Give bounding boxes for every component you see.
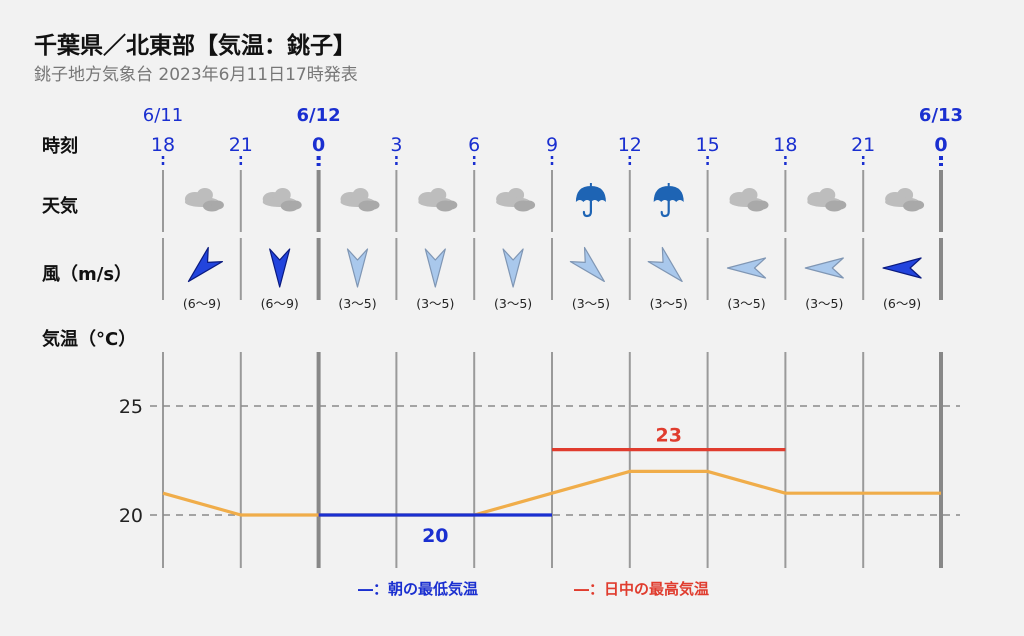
wind-speed-label: (3〜5) <box>727 296 765 311</box>
cloud-icon <box>262 188 302 212</box>
y-tick-label: 20 <box>119 505 143 527</box>
hour-label: 18 <box>151 134 175 156</box>
wind-arrow-shape <box>424 248 446 288</box>
cloud-puff <box>445 200 458 210</box>
hour-label: 18 <box>773 134 797 156</box>
cloud-puff <box>367 200 380 210</box>
cloud-puff <box>912 200 925 210</box>
umbrella-handle <box>660 199 670 218</box>
row-label-wind: 風（m/s） <box>42 264 132 285</box>
hour-label: 0 <box>934 134 947 156</box>
wind-arrow-icon <box>804 257 844 279</box>
wind-arrow-shape <box>346 248 369 288</box>
wind-arrow-shape <box>269 248 291 288</box>
grid-lines <box>150 405 960 516</box>
temperature-series <box>162 469 941 517</box>
legend: ―：朝の最低気温 ―：日中の最高気温 <box>358 580 709 598</box>
wind-speed-label: (3〜5) <box>650 296 688 311</box>
wind-arrow-icon <box>424 248 446 288</box>
hour-label: 6 <box>468 134 480 156</box>
wind-arrow-shape <box>569 246 605 283</box>
umbrella-canopy <box>653 186 684 202</box>
min-max-lines: 2023 <box>318 425 786 547</box>
hour-labels: 18 21 0 3 6 9 12 15 18 21 0 <box>151 134 948 166</box>
legend-max-label: ―：日中の最高気温 <box>574 580 709 598</box>
page-title: 千葉県／北東部【気温：銚子】 <box>34 33 356 59</box>
cloud-puff <box>523 200 536 210</box>
hour-label: 0 <box>312 134 325 156</box>
wind-speed-label: (6〜9) <box>183 296 221 311</box>
date-label: 6/13 <box>919 105 963 126</box>
temperature-line <box>162 469 941 517</box>
cloud-puff <box>211 200 224 210</box>
y-tick-label: 25 <box>119 396 143 418</box>
cloud-icon <box>340 188 380 212</box>
wind-arrow-icon <box>269 248 291 288</box>
cloud-puff <box>834 200 847 210</box>
hour-label: 21 <box>851 134 875 156</box>
wind-arrow-icon <box>647 246 683 283</box>
umbrella-icon <box>575 183 606 218</box>
max-temp-label: 23 <box>655 425 681 447</box>
wind-speed-label: (3〜5) <box>338 296 376 311</box>
wind-arrow-icon <box>502 248 524 288</box>
cloud-puff <box>289 200 302 210</box>
wind-arrow-shape <box>502 248 524 288</box>
wind-speed-label: (3〜5) <box>494 296 532 311</box>
wind-speed-label: (6〜9) <box>883 296 921 311</box>
weather-icons <box>184 183 925 218</box>
date-label: 6/11 <box>143 105 183 126</box>
min-temp-label: 20 <box>422 525 448 547</box>
cloud-icon <box>184 188 224 212</box>
wind-arrow-shape <box>187 246 224 283</box>
wind-arrow-shape <box>647 246 683 283</box>
legend-min-label: ―：朝の最低気温 <box>358 580 478 598</box>
row-label-temp: 気温（°C） <box>42 328 136 350</box>
wind-speed-label: (3〜5) <box>572 296 610 311</box>
cloud-icon <box>729 188 769 212</box>
wind-speed-label: (6〜9) <box>261 296 299 311</box>
row-label-weather: 天気 <box>42 195 78 217</box>
wind-arrows: (6〜9) (6〜9) (3〜5) (3〜5) (3〜5) (3〜5) (3〜5) (3〜5)… <box>183 246 922 311</box>
hour-label: 9 <box>546 134 558 156</box>
hour-label: 12 <box>618 134 642 156</box>
hour-label: 21 <box>229 134 253 156</box>
umbrella-handle <box>582 199 593 218</box>
date-label: 6/12 <box>297 105 341 126</box>
hour-label: 3 <box>390 134 402 156</box>
cloud-icon <box>885 188 925 212</box>
cloud-icon <box>807 188 847 212</box>
column-dividers <box>162 170 943 568</box>
wind-arrow-icon <box>187 246 224 283</box>
wind-arrow-shape <box>804 257 844 279</box>
hour-label: 15 <box>696 134 720 156</box>
wind-speed-label: (3〜5) <box>805 296 843 311</box>
cloud-icon <box>418 188 458 212</box>
umbrella-icon <box>653 183 684 218</box>
page-subtitle: 銚子地方気象台 2023年6月11日17時発表 <box>34 65 358 85</box>
cloud-puff <box>756 200 769 210</box>
wind-arrow-icon <box>882 257 922 279</box>
row-label-time: 時刻 <box>42 135 78 157</box>
umbrella-canopy <box>575 186 606 202</box>
cloud-icon <box>496 188 536 212</box>
wind-arrow-shape <box>882 257 922 279</box>
wind-arrow-icon <box>569 246 605 283</box>
date-labels: 6/11 6/12 6/13 <box>143 105 963 126</box>
wind-speed-label: (3〜5) <box>416 296 454 311</box>
wind-arrow-shape <box>726 257 767 279</box>
wind-arrow-icon <box>726 257 767 279</box>
wind-arrow-icon <box>346 248 369 288</box>
